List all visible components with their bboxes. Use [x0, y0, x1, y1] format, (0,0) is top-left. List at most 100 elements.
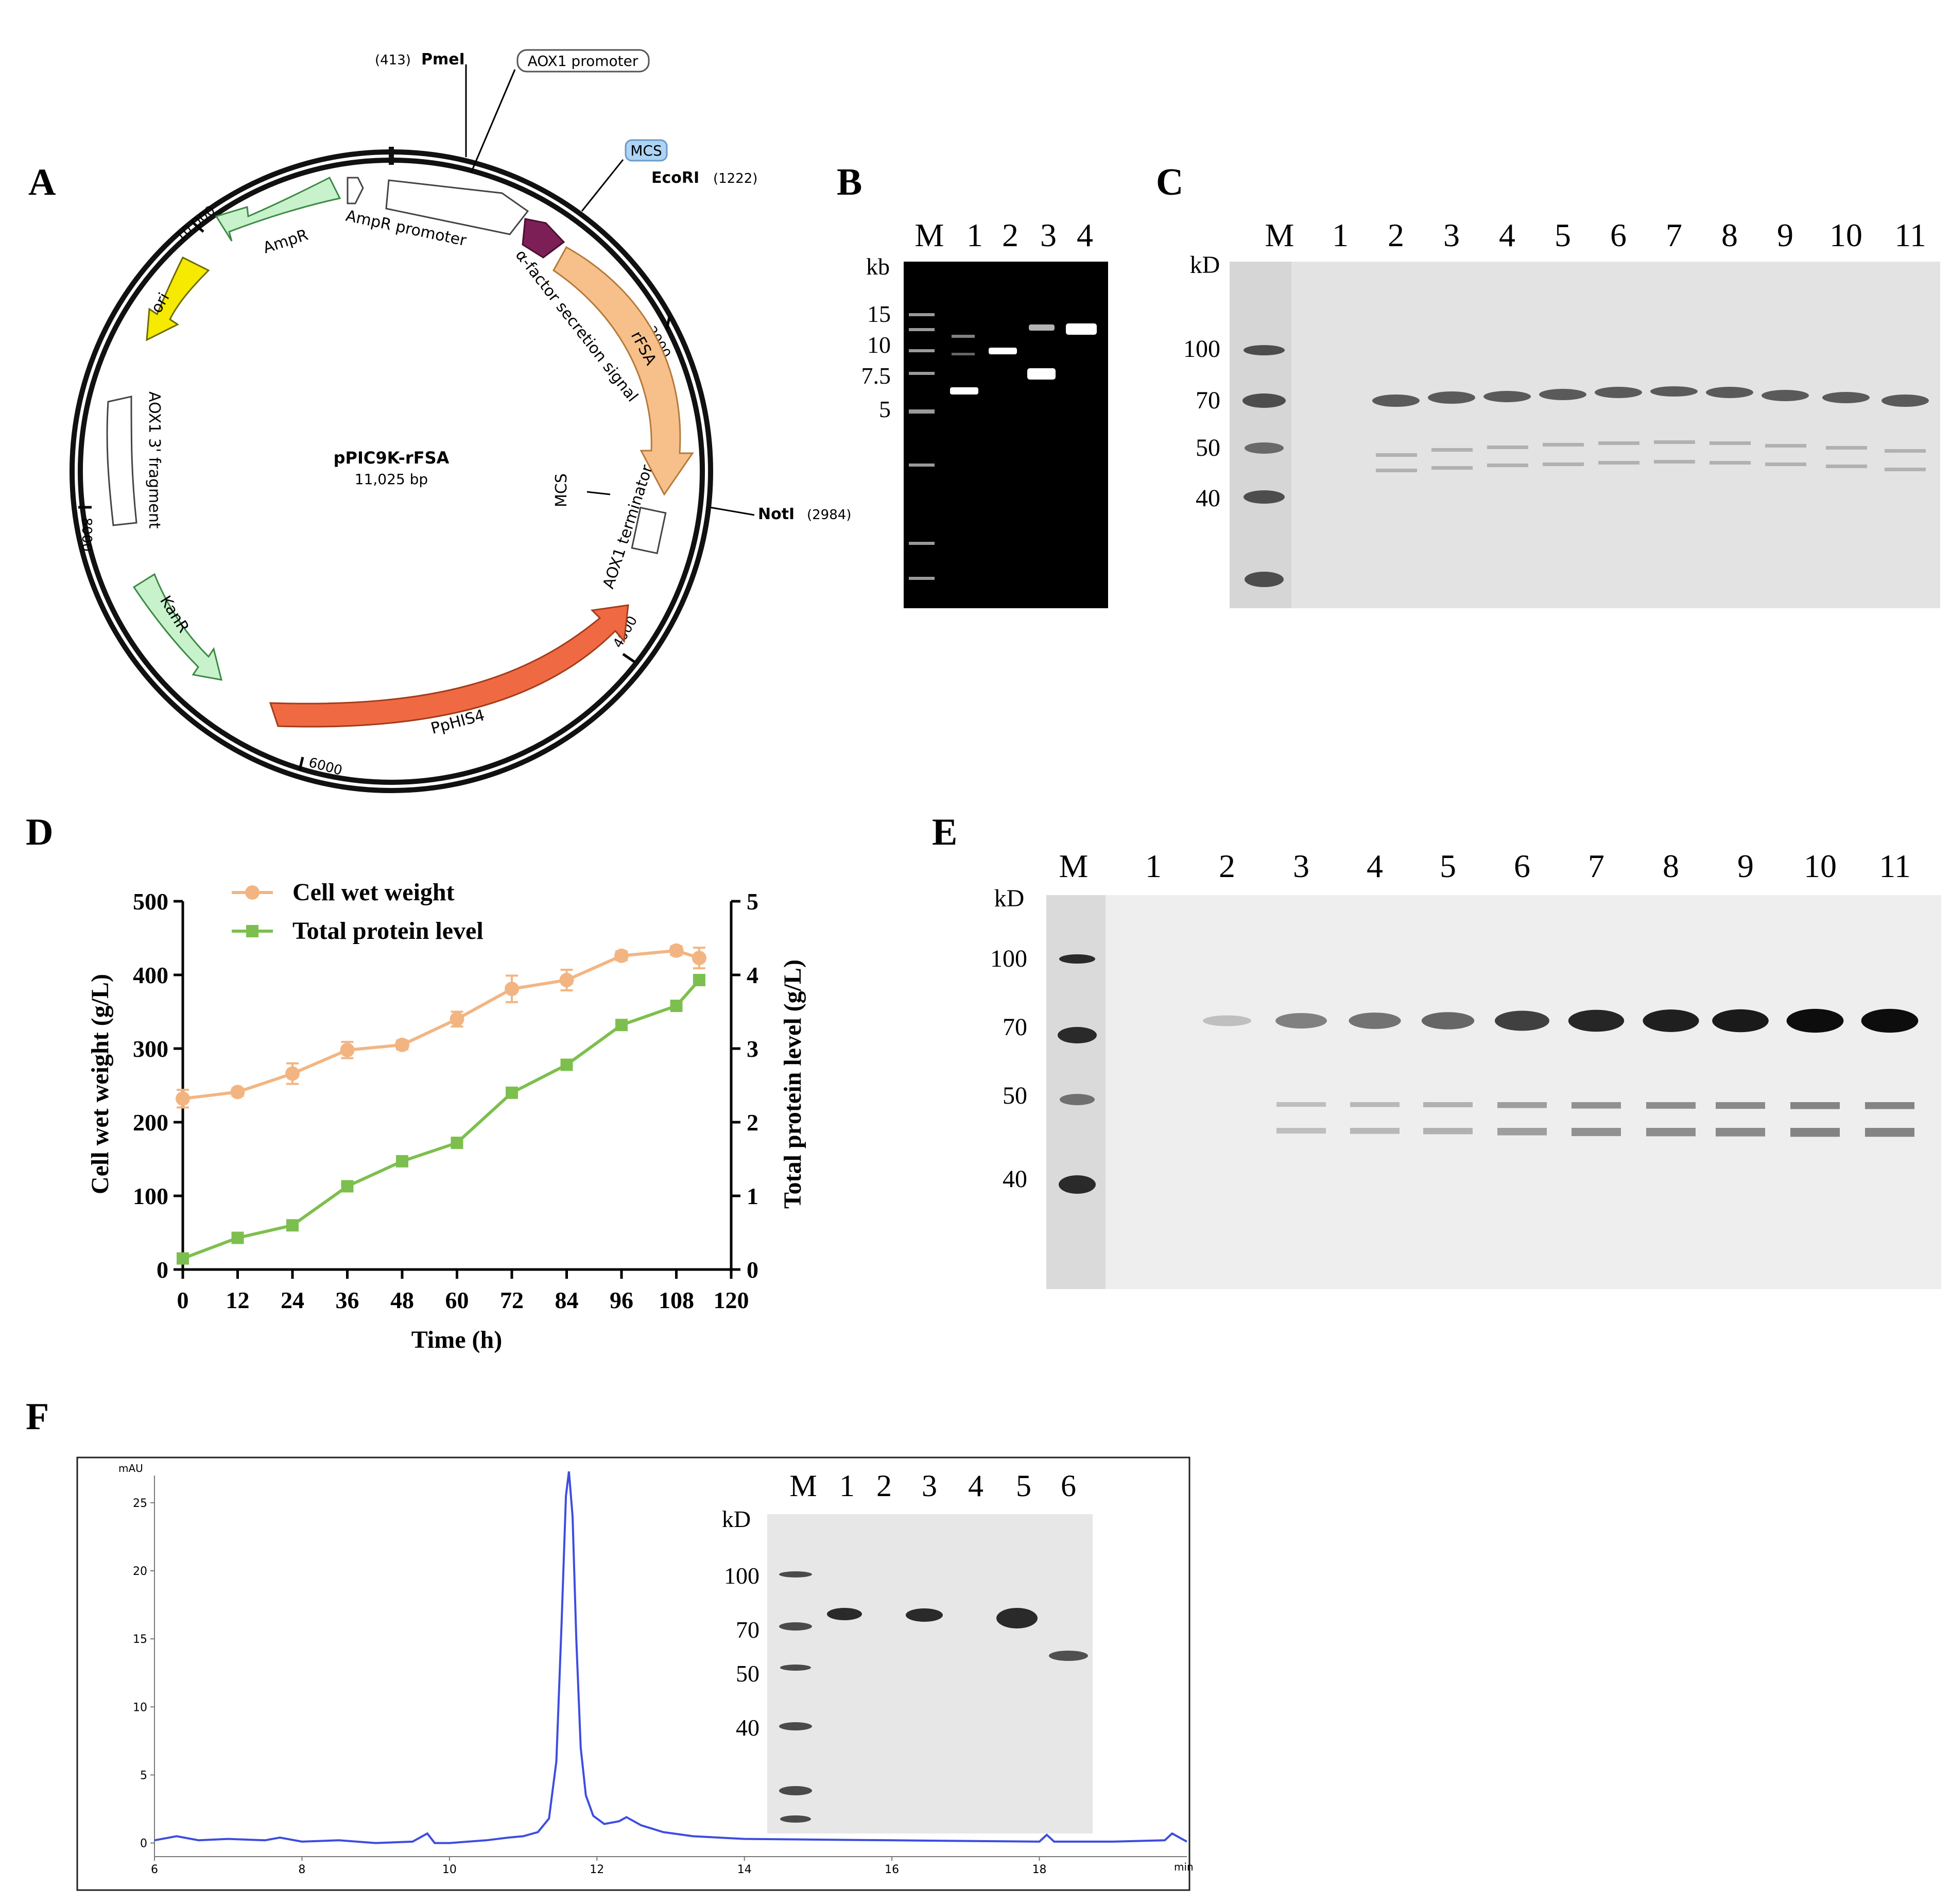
gel-c: M 1 2 3 4 5 6 7 8 9 10 11 kD 100 70 50 4… [1183, 217, 1940, 608]
chart-f-y-tick-label: 5 [140, 1769, 147, 1782]
gel-f-lane-label: 5 [1016, 1469, 1031, 1503]
label-ampr: AmpR [261, 226, 310, 258]
site-noti-position: (2984) [807, 507, 851, 523]
gel-c-lane-2: 2 [1388, 217, 1404, 253]
gel-c-marker-50: 50 [1196, 434, 1220, 461]
gel-e-lane-label: 8 [1663, 848, 1679, 884]
chart-d-x-tick-label: 12 [226, 1287, 250, 1313]
chart-d-y-tick-label: 100 [133, 1183, 168, 1209]
gel-c-lane-11: 11 [1894, 217, 1926, 253]
ampr-arrow [215, 176, 341, 242]
label-mcs: MCS [553, 473, 571, 507]
chart-d-x-tick-label: 36 [336, 1287, 359, 1313]
gel-b-lane-3: 3 [1040, 217, 1057, 253]
gel-f-lane-label: 1 [839, 1469, 855, 1503]
chart-d-x-tick-label: 48 [390, 1287, 414, 1313]
gel-c-lane-5: 5 [1555, 217, 1571, 253]
gel-f-lane-label: 4 [968, 1469, 983, 1503]
chart-f-x-ticks: 6 8 10 12 14 16 18 [151, 1857, 1047, 1876]
chart-d-point-1 [670, 1000, 683, 1013]
panel-label-b: B [837, 161, 862, 203]
gel-e-band-70 [1712, 1009, 1769, 1033]
gel-e-band-minor [1423, 1128, 1473, 1135]
gel-c-lane-8: 8 [1721, 217, 1738, 253]
gel-e-band-minor [1350, 1128, 1400, 1134]
chart-d-x-tick-label: 96 [610, 1287, 633, 1313]
chart-f-x-tick-label: 14 [737, 1863, 752, 1876]
chart-d: 0 12 24 36 48 60 72 84 96 108 120 0100200300400500… [87, 879, 806, 1353]
site-ecori: EcoRI [651, 169, 699, 187]
gel-e-band-minor [1716, 1128, 1765, 1137]
gel-c-lane-3: 3 [1443, 217, 1460, 253]
gel-e-band-70 [1786, 1008, 1844, 1033]
gel-e-band-minor [1276, 1128, 1326, 1134]
gel-e-lane-label: 11 [1879, 848, 1911, 884]
panel-label-e: E [932, 811, 957, 853]
chart-d-x-tick-label: 0 [177, 1287, 189, 1313]
chart-d-ylabel-right: Total protein level (g/L) [779, 959, 806, 1209]
site-pmei-position: (413) [375, 53, 411, 68]
chart-d-point-0 [505, 982, 519, 997]
gel-c-lane-9: 9 [1777, 217, 1793, 253]
chart-d-y2-tick-label: 1 [747, 1183, 758, 1209]
gel-b-lane-2: 2 [1002, 217, 1018, 253]
gel-e-band-minor [1572, 1128, 1621, 1136]
gel-e-band-70 [1203, 1015, 1251, 1026]
gel-e-band-minor [1646, 1102, 1696, 1109]
tick-8000: 8000 [79, 518, 94, 552]
site-pmei: PmeI [421, 50, 465, 68]
chart-d-y2-tick-label: 3 [747, 1036, 758, 1062]
chart-d-point-1 [231, 1231, 244, 1244]
chart-d-y-tick-label: 400 [133, 962, 168, 988]
gel-c-lane-4: 4 [1499, 217, 1515, 253]
chart-d-point-0 [692, 951, 706, 966]
gel-e-band-70 [1643, 1009, 1699, 1032]
gel-e-band-minor [1497, 1102, 1547, 1108]
chart-d-ylabel-left: Cell wet weight (g/L) [87, 974, 114, 1194]
gel-b-lane-m: M [915, 217, 944, 253]
legend-label-cell-wet-weight: Cell wet weight [292, 879, 455, 906]
gel-e-band-minor [1790, 1102, 1840, 1109]
chart-d-y2-tick-label: 2 [747, 1109, 758, 1136]
tick-10000: 10,000 [172, 203, 218, 245]
gel-e-band-minor [1646, 1128, 1696, 1137]
legend-label-total-protein: Total protein level [292, 917, 484, 945]
pphis4-arrow [269, 604, 629, 728]
chart-d-x-tick-label: 84 [555, 1287, 579, 1313]
panel-label-a: A [28, 161, 56, 203]
chart-f-y-tick-label: 20 [133, 1565, 147, 1578]
gel-e-band-minor [1572, 1102, 1621, 1109]
gel-b-unit: kb [866, 253, 890, 280]
gel-e-lane-labels: M 1 2 3 4 5 6 7 8 9 10 11 [1059, 848, 1911, 884]
gel-e-band-minor [1865, 1128, 1914, 1137]
gel-e-band-minor [1865, 1102, 1914, 1109]
gel-b-marker-7.5: 7.5 [861, 363, 891, 389]
gel-c-marker-100: 100 [1183, 335, 1220, 363]
kanr-arrow [132, 573, 223, 681]
chart-f-y-ticks: 0 5 10 15 20 25 [133, 1497, 154, 1850]
gel-e-marker-40: 40 [1003, 1165, 1027, 1193]
gel-e-lane-label: 3 [1293, 848, 1309, 884]
chart-d-x-tick-label: 60 [445, 1287, 469, 1313]
chart-d-point-1 [451, 1137, 463, 1150]
gel-f-unit: kD [722, 1506, 751, 1532]
gel-e-band-70 [1421, 1012, 1475, 1030]
site-noti: NotI [758, 505, 795, 523]
tag-aox1-promoter [516, 49, 650, 73]
gel-e-band-70 [1861, 1008, 1919, 1033]
gel-c-unit: kD [1190, 251, 1220, 279]
chart-d-x-tick-label: 72 [500, 1287, 524, 1313]
chart-f-trace [154, 1471, 1187, 1844]
gel-f-image [767, 1514, 1093, 1833]
gel-e-lane-label: 10 [1804, 848, 1837, 884]
chart-d-point-1 [286, 1219, 299, 1232]
gel-e-marker-70: 70 [1003, 1014, 1027, 1041]
gel-c-marker-40: 40 [1196, 485, 1220, 512]
gel-e-band-70 [1568, 1009, 1625, 1032]
chart-d-x-tick-label: 108 [659, 1287, 694, 1313]
gel-b-marker-10: 10 [867, 332, 891, 358]
gel-f-lane-label: 6 [1061, 1469, 1076, 1503]
